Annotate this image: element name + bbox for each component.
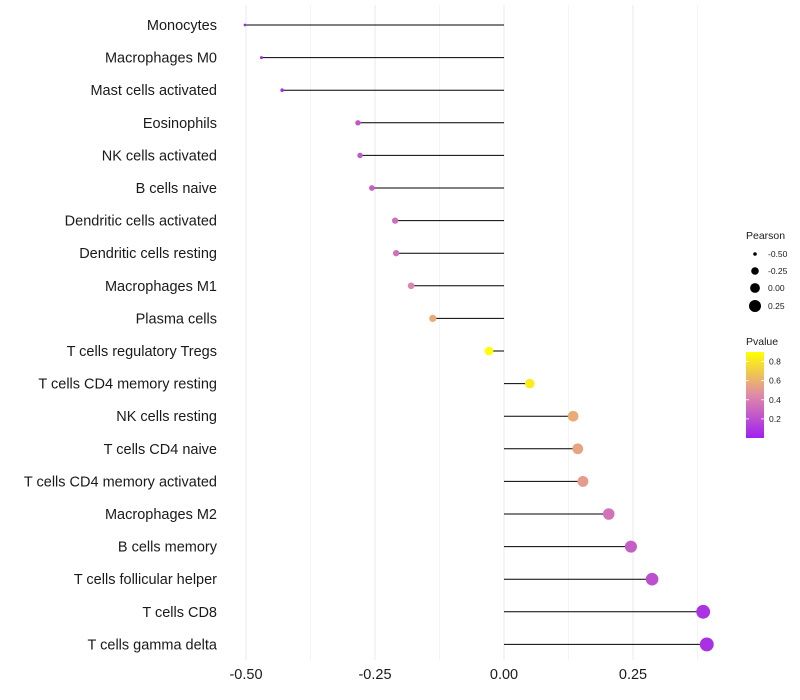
y-tick-label: Dendritic cells resting [79, 246, 217, 262]
y-axis-labels: Monocytes Macrophages M0 Mast cells activa… [24, 18, 218, 653]
legend-pearson: Pearson -0.50 -0.25 0.00 0.25 [746, 230, 788, 312]
y-tick-label: Macrophages M0 [105, 51, 217, 67]
grid-lines [245, 5, 698, 660]
legend-size-key [753, 252, 757, 256]
point [355, 120, 361, 126]
point [407, 282, 415, 290]
legend-color-label: 0.6 [769, 376, 781, 386]
point [357, 152, 363, 159]
y-tick-label: T cells gamma delta [88, 637, 218, 653]
legend-size-key [751, 267, 759, 275]
point [429, 314, 437, 323]
y-tick-label: NK cells activated [102, 148, 217, 164]
y-tick-label: Mast cells activated [90, 83, 217, 99]
point [624, 540, 637, 553]
y-tick-label: NK cells resting [116, 409, 217, 425]
legend-size-label: 0.00 [768, 283, 785, 293]
legend-size-label: 0.25 [768, 301, 785, 311]
point [525, 378, 535, 389]
point [645, 572, 659, 586]
legend-pvalue-title: Pvalue [746, 336, 778, 348]
legend-color-label: 0.8 [769, 357, 781, 367]
point [567, 410, 579, 422]
y-tick-label: Plasma cells [136, 311, 217, 327]
point [699, 637, 714, 652]
point [484, 346, 494, 356]
legend-color-label: 0.4 [769, 395, 781, 405]
legend-pvalue: Pvalue 0.2 0.4 0.6 0.8 [746, 336, 781, 438]
y-tick-label: B cells memory [118, 540, 218, 556]
point [577, 475, 589, 487]
point [392, 250, 400, 257]
point [243, 23, 247, 27]
point [391, 217, 399, 224]
y-tick-label: B cells naive [136, 181, 217, 197]
legend-size-key [750, 283, 760, 293]
x-tick-label: 0.00 [490, 667, 518, 683]
point [602, 508, 615, 520]
x-tick-label: -0.50 [229, 667, 262, 683]
x-tick-label: -0.25 [358, 667, 391, 683]
x-axis-labels: -0.50 -0.25 0.00 0.25 [229, 667, 647, 683]
point [259, 56, 263, 60]
y-tick-label: Monocytes [147, 18, 217, 34]
y-tick-label: T cells CD8 [142, 605, 217, 621]
legend-pvalue-colorbar [746, 352, 764, 438]
legend-pearson-title: Pearson [746, 230, 785, 242]
stems [244, 24, 707, 645]
y-tick-label: T cells regulatory Tregs [67, 344, 217, 360]
y-tick-label: Macrophages M1 [105, 279, 217, 295]
points [243, 23, 714, 652]
legend-color-label: 0.2 [769, 414, 781, 424]
y-tick-label: T cells CD4 memory activated [24, 474, 217, 490]
y-tick-label: T cells CD4 memory resting [38, 377, 217, 393]
x-tick-label: 0.25 [619, 667, 647, 683]
legend-size-label: -0.25 [768, 266, 788, 276]
legend-size-label: -0.50 [768, 249, 788, 259]
y-tick-label: T cells follicular helper [74, 572, 217, 588]
y-tick-label: Macrophages M2 [105, 507, 217, 523]
point [280, 88, 284, 92]
point [572, 443, 584, 455]
point [696, 604, 711, 619]
y-tick-label: Dendritic cells activated [65, 214, 217, 230]
point [369, 185, 375, 191]
y-tick-label: T cells CD4 naive [104, 442, 217, 458]
legend-size-key [749, 300, 761, 312]
y-tick-label: Eosinophils [143, 116, 217, 132]
